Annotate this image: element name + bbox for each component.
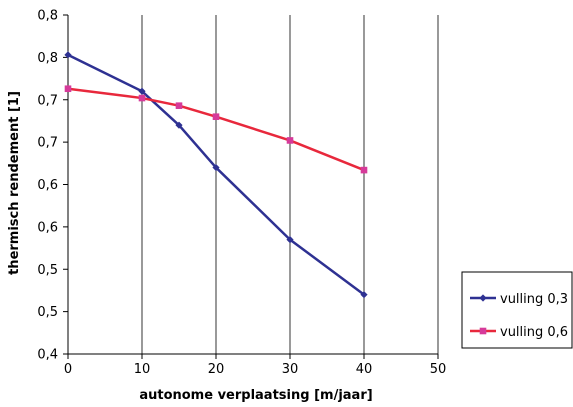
series-line-vulling-0-6: [67, 87, 365, 172]
series-group: [64, 51, 368, 299]
data-point-vulling-0-6: [64, 85, 72, 93]
y-tick-label: 0,6: [37, 220, 58, 235]
x-tick-label: 50: [430, 362, 447, 377]
y-tick-label: 0,7: [37, 93, 58, 108]
y-tick-label: 0,5: [37, 305, 58, 320]
series-line-vulling-0-3: [67, 53, 365, 296]
y-tick-label: 0,5: [37, 263, 58, 278]
data-point-vulling-0-3: [212, 163, 220, 172]
legend-marker-vulling-0-6: [479, 327, 487, 335]
x-tick-label: 30: [282, 362, 299, 377]
legend-label-vulling-0-6: vulling 0,6: [500, 325, 568, 340]
x-axis-title: autonome verplaatsing [m/jaar]: [139, 388, 372, 403]
x-tick-label: 0: [64, 362, 72, 377]
y-tick-label: 0,4: [37, 348, 58, 363]
legend-label-vulling-0-3: vulling 0,3: [500, 292, 568, 307]
chart-axes: [67, 15, 438, 355]
x-axis-ticks: 0 10 20 30 40 50: [64, 354, 446, 377]
data-point-vulling-0-3: [286, 235, 294, 244]
y-tick-label: 0,8: [37, 51, 58, 66]
y-axis-title: thermisch rendement [1]: [7, 91, 22, 275]
data-point-vulling-0-3: [360, 291, 368, 299]
data-point-vulling-0-6: [175, 102, 183, 109]
y-tick-label: 0,7: [37, 136, 58, 151]
legend-marker-vulling-0-3: [479, 294, 487, 302]
data-point-vulling-0-3: [64, 51, 72, 59]
y-tick-label: 0,6: [37, 178, 58, 193]
data-point-vulling-0-6: [138, 94, 146, 102]
y-tick-label: 0,8: [37, 9, 58, 24]
x-tick-label: 10: [134, 362, 151, 377]
grid-lines: [141, 15, 439, 354]
data-point-vulling-0-6: [360, 166, 368, 174]
y-axis-ticks: 0,4 0,5 0,5 0,6 0,6 0,7 0,7 0,8 0,8: [37, 9, 68, 363]
legend: vulling 0,3 vulling 0,6: [461, 271, 573, 349]
legend-box: [461, 271, 573, 349]
data-point-vulling-0-3: [138, 87, 146, 95]
data-point-vulling-0-6: [286, 137, 294, 144]
x-tick-label: 20: [208, 362, 225, 377]
x-tick-label: 40: [356, 362, 373, 377]
data-point-vulling-0-6: [212, 113, 220, 120]
data-point-vulling-0-3: [175, 121, 183, 129]
